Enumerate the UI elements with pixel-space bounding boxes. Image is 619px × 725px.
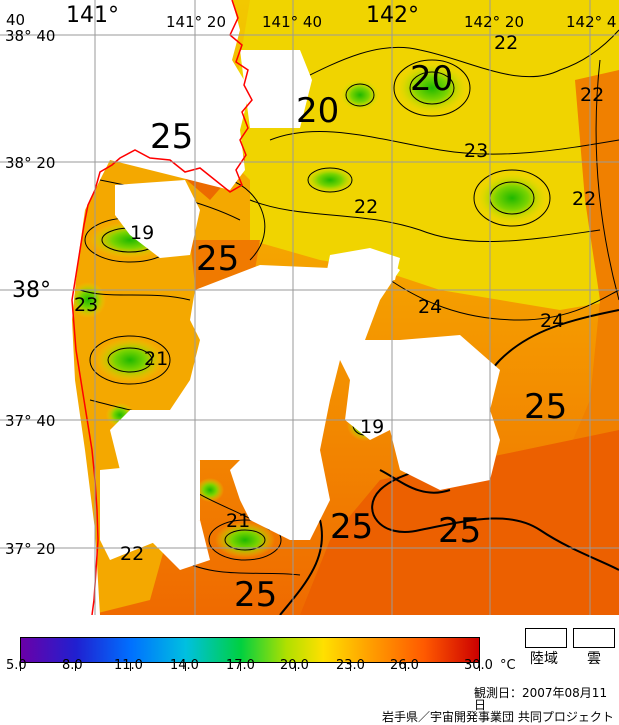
contour-label: 24 — [540, 310, 565, 332]
cloud-swatch — [573, 628, 615, 648]
isotherm-25-lines — [279, 309, 619, 615]
contour-label: 22 — [494, 32, 519, 54]
colorbar-tick-label: 20.0 — [280, 658, 309, 673]
contour-label: 25 — [234, 575, 278, 615]
lon-label: 142° 4 — [566, 13, 617, 31]
cool-region-north — [220, 0, 619, 310]
colorbar-tick — [185, 663, 186, 671]
land-label: 陸域 — [530, 651, 558, 667]
sst-map: 38° 40 38° 20 38° 37° 40 37° 20 40 141° … — [0, 0, 619, 615]
colorbar-tick — [405, 663, 406, 671]
cloud-label: 雲 — [587, 651, 601, 667]
colorbar-tick — [350, 663, 351, 671]
contour-label: 25 — [438, 511, 482, 551]
colorbar-tick-label: 14.0 — [170, 658, 199, 673]
contour-label: 21 — [144, 348, 169, 370]
cool-eddy-3 — [476, 172, 548, 224]
cloud-areas — [100, 50, 500, 570]
lon-label: 141° 20 — [166, 13, 226, 31]
colorbar-tick — [130, 663, 131, 671]
lon-label: 40 — [6, 11, 26, 29]
legend: 陸域 雲 — [0, 615, 619, 725]
cool-eddy-9 — [215, 522, 275, 558]
contour-label: 24 — [418, 296, 443, 318]
lat-label: 38° 40 — [5, 27, 56, 45]
colorbar-tick-label: 8.0 — [62, 658, 83, 673]
land-swatch — [525, 628, 567, 648]
lat-label: 38° 20 — [5, 154, 56, 172]
credit-line: 岩手県／宇宙開発事業団 共同プロジェクト — [382, 710, 614, 724]
cool-eddy-10 — [196, 478, 224, 502]
colorbar-tick-label: 17.0 — [226, 658, 255, 673]
colorbar-tick — [20, 663, 21, 671]
cool-eddy-6 — [96, 338, 164, 382]
contour-label: 22 — [572, 188, 597, 210]
colorbar-tick-label: 5.0 — [6, 658, 27, 673]
lon-label: 141° 40 — [262, 13, 322, 31]
lon-label: 142° 20 — [464, 13, 524, 31]
colorbar-tick — [295, 663, 296, 671]
contour-label: 22 — [120, 543, 145, 565]
contour-label: 19 — [130, 222, 155, 244]
lat-label: 37° 40 — [5, 412, 56, 430]
contour-label: 25 — [524, 387, 568, 427]
cool-eddy-4 — [304, 166, 356, 194]
cool-eddy-1 — [396, 62, 468, 114]
land-area — [0, 0, 250, 615]
colorbar-tick — [240, 663, 241, 671]
coastline — [71, 0, 253, 615]
cool-eddy-7 — [70, 282, 106, 318]
colorbar-tick — [479, 663, 480, 671]
temperature-color-bar — [20, 637, 480, 663]
contour-label: 20 — [410, 59, 454, 99]
contour-label: 23 — [464, 140, 489, 162]
colorbar-tick-label: 23.0 — [336, 658, 365, 673]
colorbar-tick-label: 26.0 — [390, 658, 419, 673]
lat-label: 37° 20 — [5, 540, 56, 558]
contour-label: 25 — [196, 239, 240, 279]
colorbar-tick — [75, 663, 76, 671]
observation-date: 観測日：2007年08月11日 — [474, 686, 608, 712]
lon-label: 141° — [66, 3, 119, 28]
lat-lon-grid — [0, 0, 619, 615]
contour-label: 25 — [330, 507, 374, 547]
lat-label: 38° — [12, 278, 51, 303]
contour-label: 23 — [74, 294, 99, 316]
colorbar-tick-label: 11.0 — [114, 658, 143, 673]
contour-label: 20 — [296, 91, 340, 131]
lon-label: 142° — [366, 3, 419, 28]
contour-label: 22 — [580, 84, 605, 106]
colorbar-tick-label: 30.0 — [464, 658, 493, 673]
contour-label: 19 — [360, 416, 385, 438]
sst-map-graphic — [0, 0, 619, 615]
unit-label: °C — [500, 658, 516, 673]
contour-label: 25 — [150, 117, 194, 157]
contour-label: 22 — [354, 196, 379, 218]
contour-label: 21 — [226, 510, 251, 532]
